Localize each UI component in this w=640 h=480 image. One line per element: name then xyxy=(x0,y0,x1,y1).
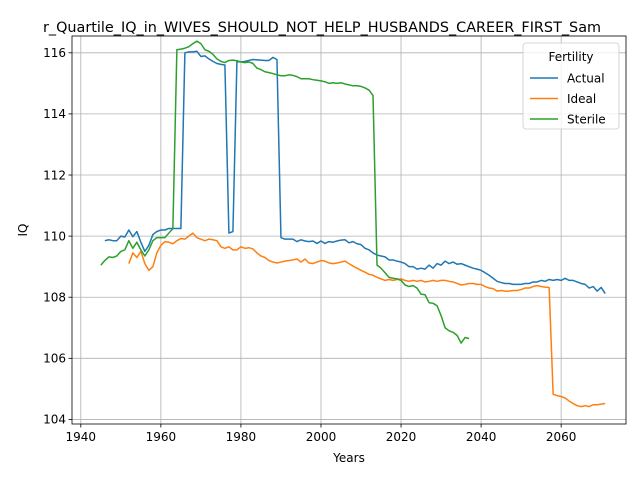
y-tick-label: 108 xyxy=(43,291,66,305)
series-line-actual xyxy=(104,50,606,294)
chart-title: r_Quartile_IQ_in_WIVES_SHOULD_NOT_HELP_H… xyxy=(43,20,601,36)
x-tick-label: 1980 xyxy=(226,430,257,444)
series-layer xyxy=(100,40,606,408)
y-tick-label: 104 xyxy=(43,413,66,427)
x-tick-label: 2040 xyxy=(466,430,497,444)
y-tick-label: 110 xyxy=(43,229,66,243)
x-tick-label: 1960 xyxy=(146,430,177,444)
y-tick-label: 106 xyxy=(43,352,66,366)
legend-title: Fertility xyxy=(548,50,593,64)
y-axis-label: IQ xyxy=(16,224,30,237)
y-tick-label: 112 xyxy=(43,168,66,182)
y-tick-label: 114 xyxy=(43,107,66,121)
legend-label-actual: Actual xyxy=(567,71,605,85)
legend: Fertility Actual Ideal Sterile xyxy=(522,42,620,130)
axis-ticks: 1940 1960 1980 2000 2020 2040 2060 104 106 108 110… xyxy=(43,46,576,444)
series-line-ideal xyxy=(128,232,606,408)
plot-frame xyxy=(71,35,627,425)
y-tick-label: 116 xyxy=(43,46,66,60)
legend-label-ideal: Ideal xyxy=(567,92,596,106)
x-tick-label: 1940 xyxy=(66,430,97,444)
x-axis-label: Years xyxy=(332,451,365,465)
legend-label-sterile: Sterile xyxy=(567,112,606,126)
x-tick-label: 2000 xyxy=(306,430,337,444)
x-tick-label: 2060 xyxy=(546,430,577,444)
x-tick-label: 2020 xyxy=(386,430,417,444)
legend-items: Actual Ideal Sterile xyxy=(530,71,606,126)
legend-box xyxy=(522,42,620,130)
series-line-sterile xyxy=(100,40,470,344)
